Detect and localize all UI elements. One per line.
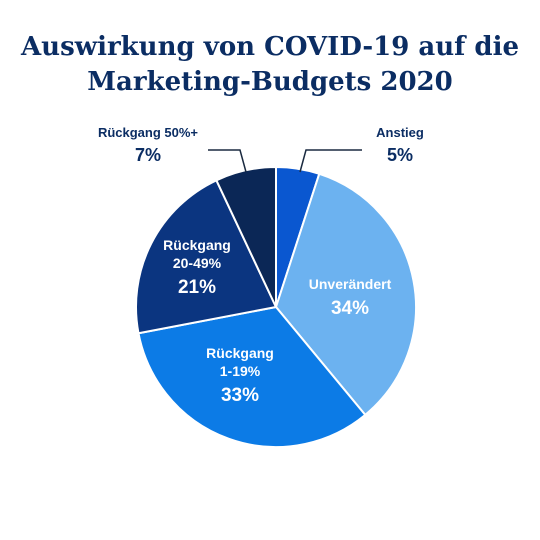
slice-value-rueckgang-50plus: 7% (135, 145, 161, 165)
pie-slice-unveraendert (275, 172, 417, 416)
slice-name-rueckgang-1-19-2: 1-19% (220, 363, 261, 379)
chart-title: Auswirkung von COVID-19 auf die Marketin… (0, 30, 540, 100)
slice-label-rueckgang-1-19: Rückgang 1-19% 33% (206, 345, 274, 406)
slice-name-anstieg: Anstieg (376, 125, 424, 140)
slice-label-rueckgang-20-49: Rückgang 20-49% 21% (163, 237, 231, 298)
slice-value-rueckgang-20-49: 21% (178, 277, 216, 298)
pie-labels: Anstieg5%Unverändert34%Rückgang1-19%33%R… (98, 125, 424, 406)
slice-name-rueckgang-50plus: Rückgang 50%+ (98, 125, 198, 140)
leader-lines (208, 149, 362, 173)
slice-label-rueckgang-50plus: Rückgang 50%+ 7% (98, 125, 198, 165)
pie-slices (135, 166, 417, 448)
slice-name-rueckgang-1-19-1: Rückgang (206, 345, 274, 361)
slice-value-unveraendert: 34% (331, 298, 369, 319)
leader-line-anstieg (299, 149, 362, 173)
chart-title-line-1: Auswirkung von COVID-19 auf die (21, 32, 519, 62)
slice-label-unveraendert: Unverändert 34% (309, 276, 392, 319)
slice-value-anstieg: 5% (387, 145, 413, 165)
slice-name-rueckgang-20-49-2: 20-49% (173, 255, 222, 271)
pie-slice-rueckgang-20-49 (135, 179, 277, 335)
leader-line-rueckgang-50plus (208, 149, 247, 173)
slice-value-rueckgang-1-19: 33% (221, 385, 259, 406)
chart-title-line-2: Marketing-Budgets 2020 (87, 67, 453, 97)
slice-name-unveraendert: Unverändert (309, 276, 392, 292)
slice-name-rueckgang-20-49-1: Rückgang (163, 237, 231, 253)
pie-slice-rueckgang-1-19 (137, 306, 367, 448)
slice-label-anstieg: Anstieg 5% (376, 125, 424, 165)
